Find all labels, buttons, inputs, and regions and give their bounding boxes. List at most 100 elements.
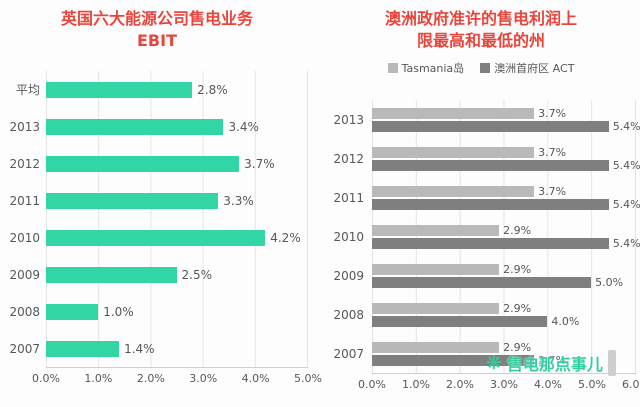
value-label: 5.4% (612, 119, 640, 133)
bar-row: 2009 2.5% (6, 256, 308, 294)
value-label: 3.4% (228, 119, 259, 134)
value-label: 1.0% (103, 304, 134, 319)
value-label: 4.0% (551, 314, 580, 328)
bar-line: 4.0% (372, 314, 635, 328)
bar-track: 2.9% 5.0% (372, 256, 636, 296)
category-label: 2011 (333, 190, 364, 205)
watermark-bar (607, 350, 616, 376)
bar-track: 1.0% (46, 293, 308, 331)
legend-item-tasmania: Tasmania岛 (387, 60, 465, 76)
bar-row: 2013 3.4% (6, 108, 308, 146)
legend-swatch-icon (480, 63, 491, 74)
category-label: 2012 (333, 151, 364, 166)
category-label: 2013 (9, 119, 40, 134)
bar (46, 81, 193, 98)
bar (372, 276, 592, 288)
watermark-text: 售电那点事儿 (506, 355, 603, 374)
bar (372, 354, 535, 366)
value-label: 3.3% (223, 193, 254, 208)
legend-label: Tasmania岛 (401, 62, 465, 76)
value-label: 5.0% (595, 275, 624, 289)
bar-line: 5.4% (372, 120, 640, 133)
x-tick-label: 4.0% (241, 372, 270, 386)
value-label: 1.4% (124, 341, 155, 356)
bar-row: 2008 1.0% (6, 293, 308, 331)
bar (372, 107, 535, 119)
value-label: 4.2% (270, 230, 301, 245)
x-tick-label: 3.0% (490, 378, 518, 392)
watermark: ❋ 售电那点事儿 (486, 350, 616, 376)
legend: Tasmania岛 澳洲首府区 ACT (326, 60, 636, 76)
x-tick-label: 6.0% (622, 378, 640, 392)
bar-group-row: 2012 3.7% 5.4% (326, 139, 640, 179)
category-label: 2007 (9, 341, 40, 356)
bar-track: 3.7% (46, 145, 308, 183)
bar-line: 2.9% (372, 341, 635, 354)
category-label: 平均 (15, 83, 40, 98)
value-label: 2.5% (181, 267, 213, 282)
x-tick-label: 3.0% (189, 372, 218, 386)
bar-track: 2.9% 4.0% (372, 295, 636, 335)
value-label: 3.7% (538, 353, 567, 367)
chart-title: 英国六大能源公司售电业务 (60, 9, 253, 28)
bar-line: 5.0% (372, 275, 635, 289)
value-label: 3.7% (538, 184, 567, 198)
bar-line: 2.9% (372, 224, 635, 237)
x-tick-label: 5.0% (578, 378, 606, 392)
category-label: 2010 (333, 229, 364, 244)
x-tick-label: 0.0% (32, 372, 60, 386)
bar (46, 229, 266, 246)
bar-track: 2.9% 3.7% (372, 334, 636, 374)
bar-line: 2.9% (372, 301, 635, 315)
value-label: 2.9% (503, 301, 532, 315)
bar-track: 4.2% (46, 219, 308, 257)
category-label: 2008 (333, 307, 364, 322)
bar-group-row: 2013 3.7% 5.4% (326, 100, 640, 140)
bar-line: 2.9% (372, 262, 635, 276)
bar (372, 237, 609, 249)
bar (372, 315, 548, 327)
value-label: 3.7% (244, 156, 275, 171)
x-tick-label: 4.0% (534, 378, 562, 392)
australia-margin-chart: 澳洲政府准许的售电利润上 限最高和最低的州 Tasmania岛 澳洲首府区 AC… (326, 8, 640, 393)
bar-track: 3.7% 5.4% (372, 139, 640, 179)
category-label: 2011 (9, 193, 40, 208)
category-label: 2008 (9, 304, 40, 319)
bar (46, 155, 240, 172)
value-label: 5.4% (612, 158, 640, 172)
legend-swatch-icon (387, 63, 398, 74)
bar (372, 263, 500, 275)
x-axis: 0.0% 1.0% 2.0% 3.0% 4.0% 5.0% (32, 367, 322, 387)
bar (372, 159, 609, 171)
x-tick-label: 1.0% (84, 372, 113, 386)
category-label: 2009 (333, 268, 364, 283)
bar-track: 2.5% (46, 256, 308, 294)
bar-line: 3.7% (372, 184, 635, 198)
value-label: 3.7% (538, 106, 567, 120)
bar (46, 303, 99, 320)
value-label: 2.9% (503, 262, 532, 276)
chart-title-line1: 澳洲政府准许的售电利润上 (384, 9, 577, 28)
legend-label: 澳洲首府区 ACT (494, 62, 575, 76)
value-label: 5.4% (612, 197, 640, 211)
category-label: 2007 (333, 346, 364, 361)
bar-line: 3.7% (372, 106, 635, 120)
sparkle-icon: ❋ (486, 351, 502, 374)
bar (46, 340, 120, 357)
value-label: 2.8% (197, 82, 228, 97)
bar (372, 120, 609, 132)
category-label: 2012 (9, 156, 40, 171)
x-tick-label: 5.0% (294, 372, 322, 386)
x-tick-label: 0.0% (358, 378, 386, 392)
category-label: 2009 (9, 267, 40, 282)
bar-track: 2.8% (46, 71, 308, 109)
category-label: 2010 (9, 230, 40, 245)
bar-line: 3.7% (372, 353, 635, 367)
bar-line: 5.4% (372, 159, 640, 172)
bar-track: 3.7% 5.4% (372, 100, 640, 140)
bar-track: 1.4% (46, 330, 308, 368)
value-label: 5.4% (612, 236, 640, 250)
bar-group-row: 2009 2.9% 5.0% (326, 256, 636, 296)
bar-group-row: 2007 2.9% 3.7% (326, 334, 636, 374)
